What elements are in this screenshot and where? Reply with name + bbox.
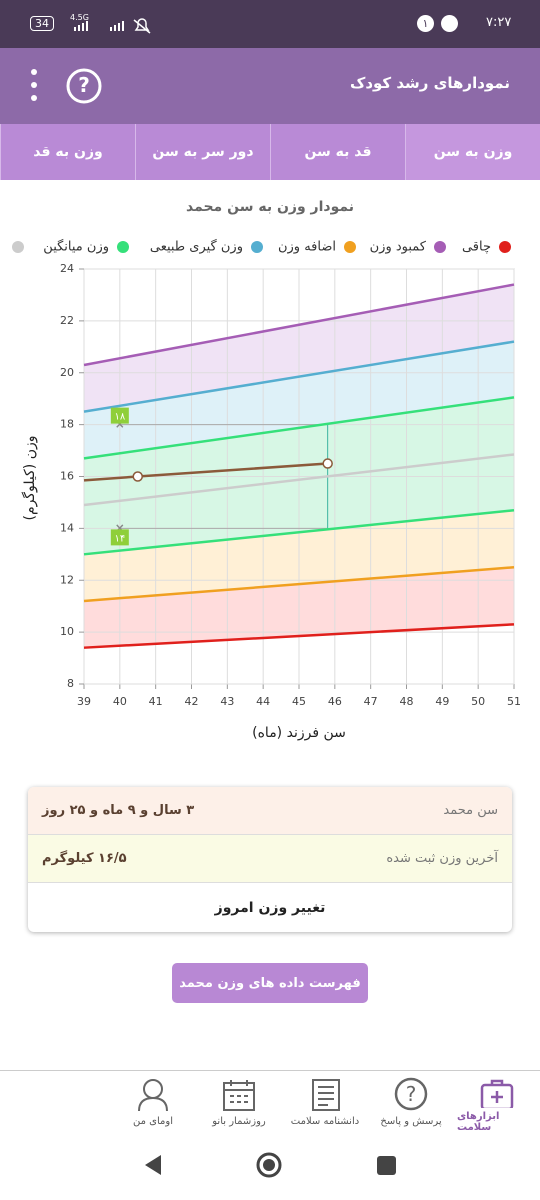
x-axis-label: سن فرزند (ماه) xyxy=(252,725,346,741)
legend-swatch xyxy=(117,241,129,253)
tab[interactable]: وزن به سن xyxy=(405,124,540,180)
range-badge xyxy=(110,407,129,424)
svg-text:?: ? xyxy=(78,73,90,97)
x-tick-label: 51 xyxy=(507,695,521,708)
time: ۷:۲۷ xyxy=(486,15,512,30)
nav-item[interactable]: ? پرسش و پاسخ xyxy=(371,1071,451,1133)
network: 4.5G xyxy=(70,13,89,22)
data-point xyxy=(132,471,143,482)
series-line xyxy=(83,623,515,649)
home-button[interactable] xyxy=(256,1152,282,1178)
nav-icon xyxy=(480,1079,514,1108)
range-badge-label: ۱۸ xyxy=(114,412,125,423)
menu-help-icons[interactable]: ? xyxy=(24,68,114,108)
y-tick-label: 12 xyxy=(60,573,74,586)
nav-label: ابزارهای سلامت xyxy=(457,1111,500,1133)
series-line xyxy=(83,453,515,507)
x-tick-label: 45 xyxy=(292,695,306,708)
y-tick-label: 8 xyxy=(67,677,74,690)
nav-label: اومای من xyxy=(133,1116,173,1127)
tab[interactable]: وزن به قد xyxy=(0,124,135,180)
nav-icon xyxy=(312,1079,340,1111)
range-cross: × xyxy=(115,521,125,535)
nav-icon xyxy=(223,1080,255,1111)
nav-label: روزشمار بانو xyxy=(212,1116,266,1127)
info-row: سن محمد ۳ سال و ۹ ماه و ۲۵ روز xyxy=(28,787,512,835)
range-badge xyxy=(110,529,129,546)
battery: 34 xyxy=(30,16,54,31)
y-axis-label: وزن (کیلوگرم) xyxy=(21,436,38,521)
y-tick-label: 14 xyxy=(60,521,74,534)
x-tick-label: 49 xyxy=(435,695,449,708)
series-line xyxy=(83,283,515,367)
x-tick-label: 39 xyxy=(77,695,91,708)
tab[interactable]: دور سر به سن xyxy=(135,124,270,180)
tab-bar: وزن به سن قد به سن دور سر به سن وزن به ق… xyxy=(0,124,540,180)
bottom-nav: ابزارهای سلامت ? پرسش و پاسخ دانشنامه سلا… xyxy=(0,1070,540,1133)
nav-item[interactable]: ابزارهای سلامت xyxy=(457,1071,537,1133)
legend-label: اضافه وزن xyxy=(278,240,336,255)
y-tick-label: 16 xyxy=(60,470,74,483)
svg-text:?: ? xyxy=(406,1082,417,1106)
legend-swatch xyxy=(251,241,263,253)
legend-label: کمبود وزن xyxy=(370,240,427,255)
status-bar: 34 4.5G ۱ ۷:۲۷ xyxy=(0,0,540,48)
y-tick-label: 20 xyxy=(60,366,74,379)
chart: نمودار وزن به سن محمد سن فرزند (ماه) وزن… xyxy=(12,199,521,741)
info-row: آخرین وزن ثبت شده ۱۶/۵ کیلوگرم xyxy=(28,835,512,883)
y-tick-label: 18 xyxy=(60,418,74,431)
data-point xyxy=(322,458,333,469)
nav-label: دانشنامه سلامت xyxy=(290,1116,360,1127)
x-tick-label: 40 xyxy=(113,695,127,708)
x-tick-label: 50 xyxy=(471,695,485,708)
series-line xyxy=(83,508,515,556)
back-button[interactable] xyxy=(145,1155,161,1175)
nav-icon: ? xyxy=(394,1077,428,1111)
x-tick-label: 41 xyxy=(149,695,163,708)
nav-item[interactable]: روزشمار بانو xyxy=(199,1071,279,1133)
x-tick-label: 47 xyxy=(364,695,378,708)
legend-swatch xyxy=(344,241,356,253)
change-weight-button[interactable]: تغییر وزن امروز xyxy=(214,899,326,916)
legend-label: وزن میانگین xyxy=(43,239,109,255)
app-icon xyxy=(441,15,458,32)
series-line xyxy=(83,396,515,460)
nav-label: پرسش و پاسخ xyxy=(380,1116,442,1127)
info-card: سن محمد ۳ سال و ۹ ماه و ۲۵ روز آخرین وزن … xyxy=(28,787,512,932)
x-tick-label: 44 xyxy=(256,695,270,708)
y-tick-label: 24 xyxy=(60,262,74,275)
chart-title: نمودار وزن به سن محمد xyxy=(186,199,354,215)
y-tick-label: 10 xyxy=(60,625,74,638)
nav-icon xyxy=(138,1079,168,1112)
series-line xyxy=(83,340,515,413)
list-button[interactable]: فهرست داده های وزن محمد xyxy=(172,963,368,1003)
legend-swatch xyxy=(12,241,24,253)
series-line xyxy=(83,566,515,603)
info-value: ۳ سال و ۹ ماه و ۲۵ روز xyxy=(42,803,195,818)
range-badge-label: ۱۴ xyxy=(114,533,125,544)
legend-swatch xyxy=(434,241,446,253)
x-tick-label: 46 xyxy=(328,695,342,708)
app-bar: ? نمودارهای رشد کودک xyxy=(0,48,540,124)
x-tick-label: 43 xyxy=(220,695,234,708)
tab[interactable]: قد به سن xyxy=(270,124,405,180)
x-tick-label: 48 xyxy=(400,695,414,708)
system-nav xyxy=(145,1152,396,1178)
y-tick-label: 22 xyxy=(60,314,74,327)
nav-item[interactable]: اومای من xyxy=(113,1071,193,1133)
info-value: ۱۶/۵ کیلوگرم xyxy=(42,851,127,866)
nav-item[interactable]: دانشنامه سلامت xyxy=(285,1071,365,1133)
range-cross: × xyxy=(115,417,125,431)
info-key: آخرین وزن ثبت شده xyxy=(386,851,498,866)
recents-button[interactable] xyxy=(377,1156,396,1175)
app-title: نمودارهای رشد کودک xyxy=(349,74,510,92)
signal-icons xyxy=(74,18,151,34)
legend-swatch xyxy=(499,241,511,253)
legend-label: چاقی xyxy=(462,240,491,255)
legend-label: وزن گیری طبیعی xyxy=(150,239,243,255)
notification-count: ۱ xyxy=(417,15,434,32)
info-key: سن محمد xyxy=(443,803,498,818)
x-tick-label: 42 xyxy=(185,695,199,708)
